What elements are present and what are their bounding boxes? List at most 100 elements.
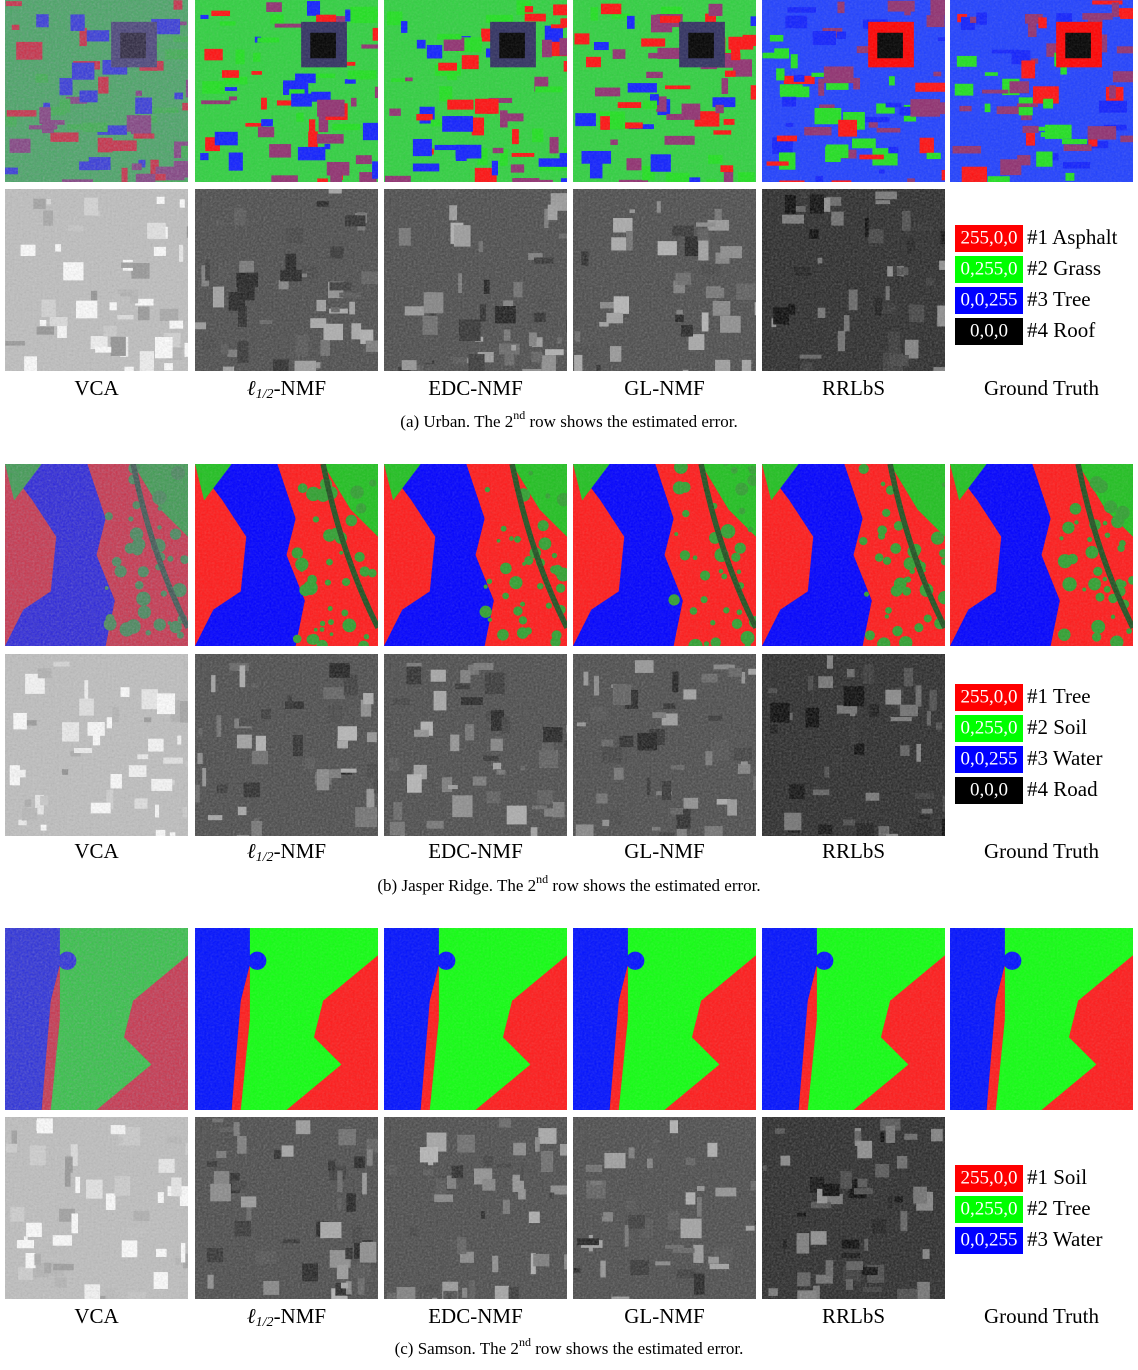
method-label: Ground Truth (984, 839, 1099, 863)
method-sub: 1/2 (256, 387, 274, 402)
method-label: Ground Truth (984, 1304, 1099, 1328)
legend-code: 0,0,255 (961, 748, 1018, 769)
image (195, 0, 378, 182)
method-label: Ground Truth (984, 376, 1099, 400)
image (950, 928, 1133, 1110)
legend-code: 0,0,255 (961, 289, 1018, 310)
caption-text: row shows the estimated error. (531, 1339, 743, 1358)
image (195, 1117, 378, 1299)
legend-swatch (955, 225, 1023, 252)
caption: (c) Samson. The 2nd row shows the estima… (395, 1335, 744, 1358)
caption-text: (a) Urban. The 2 (400, 412, 513, 431)
legend-swatch (955, 1227, 1023, 1254)
method-label: EDC-NMF (428, 376, 523, 400)
legend-code: 0,255,0 (961, 717, 1018, 738)
legend-label: #1 Tree (1027, 684, 1091, 708)
image (762, 464, 945, 646)
caption-text: (b) Jasper Ridge. The 2 (377, 876, 536, 895)
method-tail: -NMF (274, 1304, 327, 1328)
image (5, 654, 188, 836)
legend-swatch (955, 318, 1023, 345)
legend-label: #1 Soil (1027, 1165, 1087, 1189)
image (950, 0, 1133, 182)
caption-sup: nd (536, 872, 548, 886)
legend-label: #1 Asphalt (1027, 225, 1118, 249)
method-label: RRLbS (822, 839, 885, 863)
image (384, 0, 567, 182)
method-label: ℓ1/2-NMF (247, 376, 326, 402)
image (762, 189, 945, 371)
legend-code: 255,0,0 (961, 1167, 1018, 1188)
method-label: RRLbS (822, 376, 885, 400)
legend-swatch (955, 684, 1023, 711)
method-tail: -NMF (274, 839, 327, 863)
image (5, 464, 188, 646)
image (195, 189, 378, 371)
method-sub: 1/2 (256, 1315, 274, 1330)
method-label: GL-NMF (624, 839, 705, 863)
legend-label: #4 Roof (1027, 318, 1095, 342)
image (573, 189, 756, 371)
method-label: RRLbS (822, 1304, 885, 1328)
image (762, 654, 945, 836)
image (195, 654, 378, 836)
image (573, 0, 756, 182)
legend-swatch (955, 746, 1023, 773)
legend-code: 0,0,255 (961, 1229, 1018, 1250)
caption-text: row shows the estimated error. (525, 412, 737, 431)
caption-sup: nd (513, 408, 525, 422)
legend-swatch (955, 287, 1023, 314)
image (573, 928, 756, 1110)
legend-label: #3 Water (1027, 746, 1102, 770)
legend-label: #3 Water (1027, 1227, 1102, 1251)
image (762, 0, 945, 182)
legend-swatch (955, 256, 1023, 283)
method-main: ℓ (247, 1304, 256, 1328)
method-label: VCA (74, 839, 119, 863)
method-label: GL-NMF (624, 376, 705, 400)
legend-swatch (955, 777, 1023, 804)
image (195, 928, 378, 1110)
method-label: VCA (74, 1304, 119, 1328)
method-label: GL-NMF (624, 1304, 705, 1328)
caption-text: (c) Samson. The 2 (395, 1339, 519, 1358)
legend-label: #4 Road (1027, 777, 1098, 801)
legend-swatch (955, 1196, 1023, 1223)
legend-label: #3 Tree (1027, 287, 1091, 311)
legend-swatch (955, 715, 1023, 742)
caption: (b) Jasper Ridge. The 2nd row shows the … (377, 872, 760, 895)
legend-code: 255,0,0 (961, 227, 1018, 248)
caption: (a) Urban. The 2nd row shows the estimat… (400, 408, 737, 431)
method-label: VCA (74, 376, 119, 400)
method-label: ℓ1/2-NMF (247, 839, 326, 865)
caption-text: row shows the estimated error. (548, 876, 760, 895)
image (5, 928, 188, 1110)
image (5, 1117, 188, 1299)
method-main: ℓ (247, 839, 256, 863)
method-sub: 1/2 (256, 850, 274, 865)
legend-code: 255,0,0 (961, 686, 1018, 707)
image (573, 1117, 756, 1299)
image (762, 1117, 945, 1299)
legend-code: 0,255,0 (961, 258, 1018, 279)
legend-label: #2 Soil (1027, 715, 1087, 739)
method-main: ℓ (247, 376, 256, 400)
method-label: ℓ1/2-NMF (247, 1304, 326, 1330)
image (384, 654, 567, 836)
image (762, 928, 945, 1110)
method-label: EDC-NMF (428, 1304, 523, 1328)
legend-code: 0,0,0 (970, 779, 1008, 800)
image (384, 189, 567, 371)
image (950, 464, 1133, 646)
caption-sup: nd (519, 1335, 531, 1349)
legend-label: #2 Tree (1027, 1196, 1091, 1220)
image (573, 464, 756, 646)
image (384, 1117, 567, 1299)
legend-swatch (955, 1165, 1023, 1192)
method-label: EDC-NMF (428, 839, 523, 863)
image (5, 0, 188, 182)
legend-code: 0,255,0 (961, 1198, 1018, 1219)
image (195, 464, 378, 646)
